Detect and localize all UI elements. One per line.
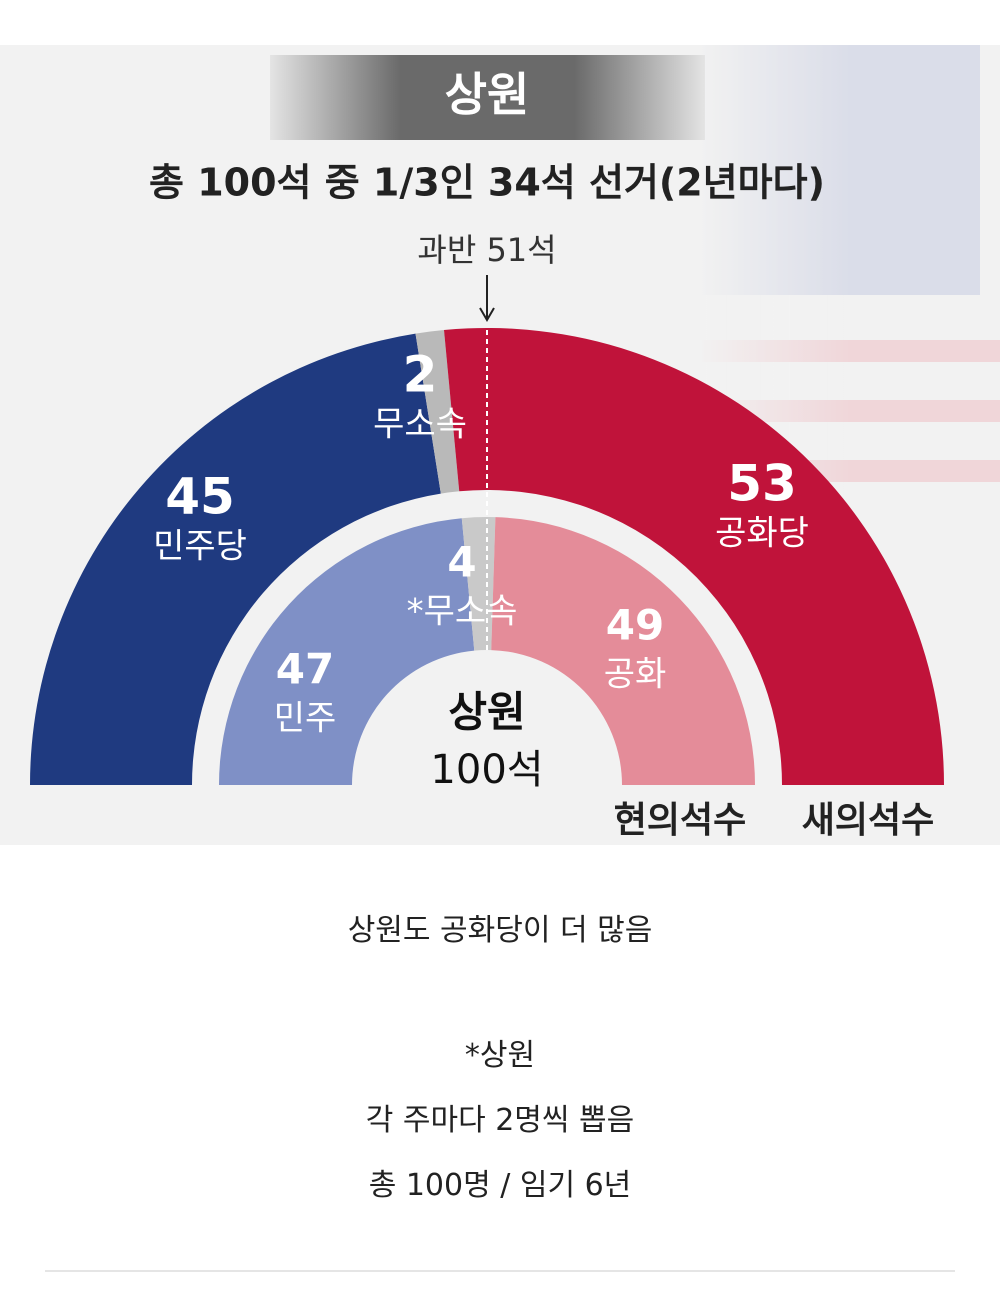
inner-ring-label: 현의석수 <box>614 800 746 841</box>
seat-segment <box>443 327 944 785</box>
outer-ring-label: 새의석수 <box>802 800 934 841</box>
post-line: 각 주마다 2명씩 뽑음 <box>365 1103 635 1138</box>
seat-count: 2 <box>403 346 438 404</box>
majority-label: 과반 51석 <box>417 231 556 269</box>
seat-segment <box>491 517 755 785</box>
center-total: 100석 <box>430 747 543 793</box>
post-line: 총 100명 / 임기 6년 <box>368 1168 632 1203</box>
party-name: 공화당 <box>715 514 809 554</box>
arrow-head <box>479 307 495 322</box>
seat-count: 47 <box>276 645 334 694</box>
party-name: 공화 <box>604 655 667 695</box>
party-name: *무소속 <box>407 592 518 632</box>
party-name: 민주 <box>274 699 337 739</box>
infographic: 상원 총 100석 중 1/3인 34석 선거(2년마다) 과반 51석 45민… <box>0 45 1000 845</box>
seat-count: 49 <box>606 601 664 650</box>
seat-segment <box>415 330 460 494</box>
badge: 상원 <box>445 68 530 122</box>
divider <box>45 1270 955 1272</box>
party-name: 무소속 <box>373 405 467 445</box>
badge-bg <box>270 55 705 140</box>
seat-count: 4 <box>447 538 476 587</box>
post-line: *상원 <box>464 1038 536 1073</box>
seat-segment <box>219 518 475 785</box>
seat-segment <box>30 333 441 785</box>
flag <box>700 45 1000 505</box>
seat-count: 53 <box>727 455 797 513</box>
center-title: 상원 <box>448 688 525 737</box>
party-name: 민주당 <box>153 527 247 567</box>
seat-count: 45 <box>165 468 235 526</box>
subtitle: 총 100석 중 1/3인 34석 선거(2년마다) <box>149 161 825 205</box>
post-line: 상원도 공화당이 더 많음 <box>347 913 653 948</box>
